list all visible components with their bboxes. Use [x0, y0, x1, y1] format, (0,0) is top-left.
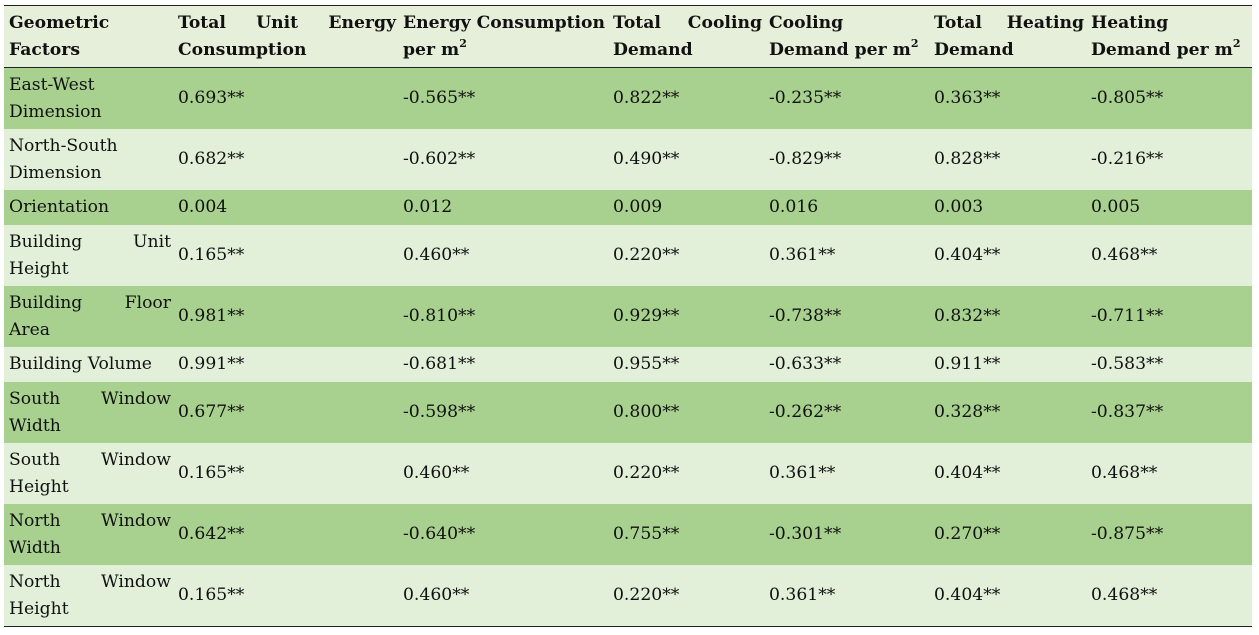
cell-value: 0.004 — [178, 197, 228, 217]
table-row: Building Unit Height 0.165** 0.460** 0.2… — [4, 225, 1252, 286]
row-factor: Building Volume — [9, 354, 152, 374]
cell-value: -0.235** — [769, 88, 842, 108]
cell-value: 0.991** — [178, 354, 245, 374]
cell-value: 0.929** — [613, 306, 680, 326]
cell-value: 0.361** — [769, 245, 836, 265]
cell-value: 0.404** — [934, 245, 1001, 265]
cell-value: 0.911** — [934, 354, 1001, 374]
cell-value: 0.165** — [178, 245, 245, 265]
header-total-heating-demand: Total Heating Demand — [929, 5, 1086, 68]
cell-value: 0.693** — [178, 88, 245, 108]
cell-value: 0.468** — [1091, 463, 1158, 483]
cell-value: 0.363** — [934, 88, 1001, 108]
header-total-cooling-demand: Total Cooling Demand — [608, 5, 764, 68]
cell-value: -0.301** — [769, 524, 842, 544]
cell-value: 0.220** — [613, 463, 680, 483]
cell-value: -0.681** — [403, 354, 476, 374]
row-factor: Orientation — [9, 197, 110, 217]
cell-value: 0.460** — [403, 585, 470, 605]
table-row: Building Volume 0.991** -0.681** 0.955**… — [4, 347, 1252, 382]
cell-value: 0.468** — [1091, 585, 1158, 605]
cell-value: -0.216** — [1091, 149, 1164, 169]
row-factor: North Window Height — [9, 571, 171, 619]
header-row: Geometric Factors Total Unit Energy Cons… — [4, 5, 1252, 68]
table-row: South Window Width 0.677** -0.598** 0.80… — [4, 382, 1252, 443]
row-factor: Building Floor Area — [9, 292, 171, 340]
cell-value: 0.012 — [403, 197, 453, 217]
cell-value: 0.800** — [613, 402, 680, 422]
cell-value: 0.016 — [769, 197, 819, 217]
row-factor: Building Unit Height — [9, 231, 171, 279]
cell-value: 0.981** — [178, 306, 245, 326]
cell-value: 0.270** — [934, 524, 1001, 544]
cell-value: 0.165** — [178, 463, 245, 483]
cell-value: -0.262** — [769, 402, 842, 422]
cell-value: -0.598** — [403, 402, 476, 422]
cell-value: 0.003 — [934, 197, 984, 217]
cell-value: -0.810** — [403, 306, 476, 326]
cell-value: 0.404** — [934, 585, 1001, 605]
cell-value: -0.738** — [769, 306, 842, 326]
cell-value: 0.832** — [934, 306, 1001, 326]
table-row: East-West Dimension 0.693** -0.565** 0.8… — [4, 67, 1252, 129]
cell-value: 0.642** — [178, 524, 245, 544]
table-row: Building Floor Area 0.981** -0.810** 0.9… — [4, 286, 1252, 347]
correlation-table: Geometric Factors Total Unit Energy Cons… — [4, 5, 1252, 627]
cell-value: 0.328** — [934, 402, 1001, 422]
cell-value: 0.460** — [403, 245, 470, 265]
cell-value: 0.828** — [934, 149, 1001, 169]
cell-value: 0.955** — [613, 354, 680, 374]
cell-value: -0.837** — [1091, 402, 1164, 422]
cell-value: -0.829** — [769, 149, 842, 169]
row-factor: South Window Height — [9, 449, 171, 497]
cell-value: -0.602** — [403, 149, 476, 169]
row-factor: South Window Width — [9, 388, 171, 436]
cell-value: 0.490** — [613, 149, 680, 169]
cell-value: -0.875** — [1091, 524, 1164, 544]
cell-value: 0.009 — [613, 197, 663, 217]
cell-value: 0.822** — [613, 88, 680, 108]
cell-value: 0.005 — [1091, 197, 1141, 217]
header-geometric-factors: Geometric Factors — [4, 5, 173, 68]
cell-value: 0.404** — [934, 463, 1001, 483]
cell-value: -0.640** — [403, 524, 476, 544]
header-text: Energy Consumption per m — [403, 12, 606, 60]
superscript: 2 — [1232, 36, 1241, 50]
table-row: South Window Height 0.165** 0.460** 0.22… — [4, 443, 1252, 504]
cell-value: -0.805** — [1091, 88, 1164, 108]
header-heating-demand-per-m2: Heating Demand per m2 — [1086, 5, 1252, 68]
cell-value: 0.361** — [769, 585, 836, 605]
header-energy-consumption-per-m2: Energy Consumption per m2 — [398, 5, 608, 68]
header-cooling-demand-per-m2: Cooling Demand per m2 — [764, 5, 929, 68]
table-row: North-South Dimension 0.682** -0.602** 0… — [4, 129, 1252, 190]
row-factor: North Window Width — [9, 510, 171, 558]
cell-value: -0.633** — [769, 354, 842, 374]
cell-value: 0.468** — [1091, 245, 1158, 265]
table-row: North Window Width 0.642** -0.640** 0.75… — [4, 504, 1252, 565]
cell-value: 0.677** — [178, 402, 245, 422]
cell-value: -0.583** — [1091, 354, 1164, 374]
cell-value: 0.755** — [613, 524, 680, 544]
row-factor: East-West Dimension — [9, 74, 102, 122]
header-total-unit-energy-consumption: Total Unit Energy Consumption — [173, 5, 398, 68]
cell-value: 0.220** — [613, 245, 680, 265]
cell-value: 0.361** — [769, 463, 836, 483]
cell-value: -0.565** — [403, 88, 476, 108]
superscript: 2 — [459, 36, 467, 50]
header-text: Heating Demand per m — [1091, 12, 1233, 60]
superscript: 2 — [910, 36, 919, 50]
cell-value: 0.682** — [178, 149, 245, 169]
cell-value: -0.711** — [1091, 306, 1164, 326]
cell-value: 0.220** — [613, 585, 680, 605]
header-text: Cooling Demand per m — [769, 12, 911, 60]
table-row: Orientation 0.004 0.012 0.009 0.016 0.00… — [4, 190, 1252, 225]
row-factor: North-South Dimension — [9, 135, 118, 183]
cell-value: 0.165** — [178, 585, 245, 605]
cell-value: 0.460** — [403, 463, 470, 483]
table-row: North Window Height 0.165** 0.460** 0.22… — [4, 565, 1252, 627]
